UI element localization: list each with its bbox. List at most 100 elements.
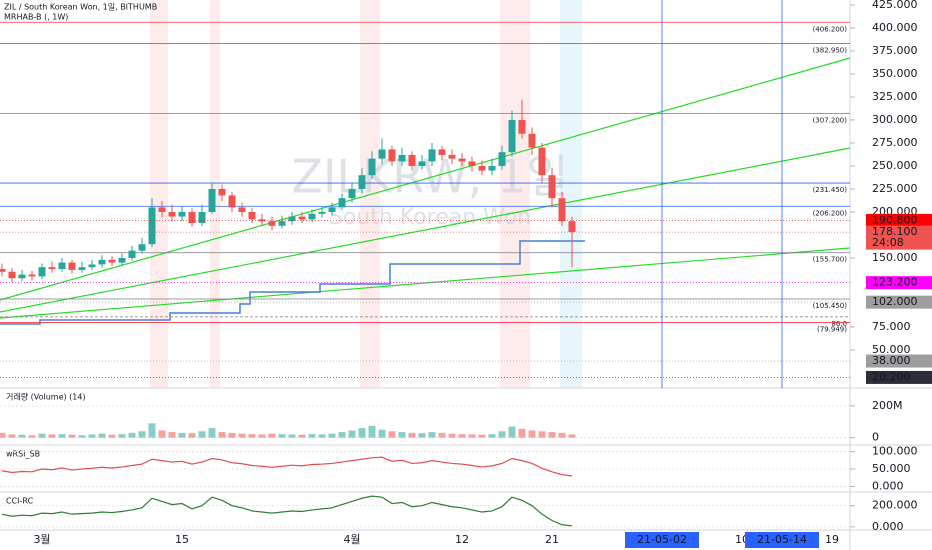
volume-bar bbox=[248, 434, 256, 438]
price-label-box bbox=[866, 276, 932, 290]
panel-label: CCI-RC bbox=[6, 497, 34, 506]
candle-body bbox=[398, 154, 406, 162]
candle-body bbox=[498, 152, 506, 166]
volume-bar bbox=[48, 434, 56, 438]
y-tick-label: 50.000 bbox=[872, 462, 911, 475]
highlight-band bbox=[500, 0, 530, 388]
candle-body bbox=[328, 207, 336, 212]
y-tick-label: 225.000 bbox=[872, 182, 918, 195]
candle-body bbox=[568, 221, 576, 233]
price-label: 123.200 bbox=[872, 276, 918, 289]
highlight-band bbox=[360, 0, 380, 388]
y-tick-label: 75.000 bbox=[872, 320, 911, 333]
symbol-title: ZIL / South Korean Won, 1일, BITHUMB bbox=[4, 3, 157, 12]
price-label-box bbox=[866, 370, 932, 384]
y-tick-label: 350.000 bbox=[872, 67, 918, 80]
y-tick-label: 0.000 bbox=[872, 520, 904, 533]
volume-bar bbox=[418, 433, 426, 438]
y-tick-label: 375.000 bbox=[872, 44, 918, 57]
volume-bar bbox=[138, 431, 146, 438]
y-tick-label: 150.000 bbox=[872, 251, 918, 264]
volume-bar bbox=[218, 432, 226, 438]
candle-body bbox=[268, 221, 276, 226]
volume-bar bbox=[438, 432, 446, 438]
candle-body bbox=[38, 267, 46, 277]
candle-body bbox=[488, 165, 496, 171]
candle-body bbox=[178, 211, 186, 217]
x-tick-label: 3월 bbox=[33, 533, 50, 546]
level-label: (155.700) bbox=[813, 256, 848, 264]
candle-body bbox=[18, 274, 26, 279]
candle-body bbox=[468, 161, 476, 166]
candle-body bbox=[428, 149, 436, 162]
indicator-title: MRHAB-B (, 1W) bbox=[4, 13, 68, 22]
candle-body bbox=[238, 207, 246, 212]
trend-line bbox=[0, 247, 851, 319]
level-label: (307.200) bbox=[813, 116, 848, 124]
candle-body bbox=[108, 259, 116, 263]
highlight-band bbox=[560, 0, 582, 388]
price-label-box bbox=[866, 225, 932, 250]
level-label: (206.200) bbox=[813, 209, 848, 217]
volume-bar bbox=[428, 432, 436, 438]
level-label: (105.450) bbox=[813, 302, 848, 310]
candle-body bbox=[218, 188, 226, 196]
price-label: 20.200 bbox=[872, 370, 911, 383]
candle-body bbox=[68, 262, 76, 270]
volume-bar bbox=[568, 434, 576, 438]
volume-bar bbox=[98, 433, 106, 438]
candle-body bbox=[48, 267, 56, 270]
volume-bar bbox=[348, 430, 356, 438]
volume-bar bbox=[178, 432, 186, 438]
volume-bar bbox=[358, 428, 366, 438]
candle-body bbox=[198, 211, 206, 224]
candle-body bbox=[548, 175, 556, 199]
volume-bar bbox=[538, 431, 546, 438]
level-label: (406.200) bbox=[813, 25, 848, 33]
volume-bar bbox=[308, 434, 316, 438]
price-label-box bbox=[866, 213, 932, 227]
volume-bar bbox=[318, 434, 326, 438]
candle-body bbox=[208, 188, 216, 212]
date-marker-box bbox=[625, 532, 699, 548]
candle-body bbox=[438, 149, 446, 155]
volume-bar bbox=[498, 431, 506, 438]
candle-body bbox=[528, 133, 536, 148]
volume-bar bbox=[478, 434, 486, 438]
y-tick-label: 100.000 bbox=[872, 445, 918, 458]
candle-body bbox=[168, 211, 176, 217]
trend-line bbox=[0, 57, 851, 301]
volume-bar bbox=[188, 433, 196, 438]
volume-bar bbox=[408, 432, 416, 438]
candle-body bbox=[8, 271, 16, 279]
indicator-line bbox=[1, 495, 573, 527]
volume-bar bbox=[208, 428, 216, 438]
y-tick-label: 0.000 bbox=[872, 480, 904, 493]
volume-bar bbox=[68, 434, 76, 438]
volume-bar bbox=[158, 430, 166, 438]
date-marker-box bbox=[745, 532, 819, 548]
y-tick-label: 250.000 bbox=[872, 159, 918, 172]
volume-bar bbox=[88, 434, 96, 438]
price-label-box bbox=[866, 354, 932, 368]
candle-body bbox=[278, 221, 286, 226]
candle-body bbox=[28, 274, 36, 277]
volume-bar bbox=[508, 426, 516, 438]
y-tick-label: 0 bbox=[872, 431, 879, 444]
volume-bar bbox=[448, 433, 456, 438]
volume-bar bbox=[288, 434, 296, 438]
y-tick-label: 200.000 bbox=[872, 499, 918, 512]
volume-bar bbox=[148, 423, 156, 438]
step-line bbox=[0, 240, 585, 325]
volume-bar bbox=[168, 432, 176, 438]
price-label: 38.000 bbox=[872, 354, 911, 367]
volume-bar bbox=[18, 434, 26, 438]
y-tick-label: 50.000 bbox=[872, 343, 911, 356]
candle-body bbox=[508, 119, 516, 153]
candle-body bbox=[228, 195, 236, 208]
trend-line bbox=[0, 147, 851, 313]
panel-label: 거래량 (Volume) (14) bbox=[6, 392, 86, 402]
y-tick-label: 425.000 bbox=[872, 0, 918, 11]
y-tick-label: 325.000 bbox=[872, 90, 918, 103]
